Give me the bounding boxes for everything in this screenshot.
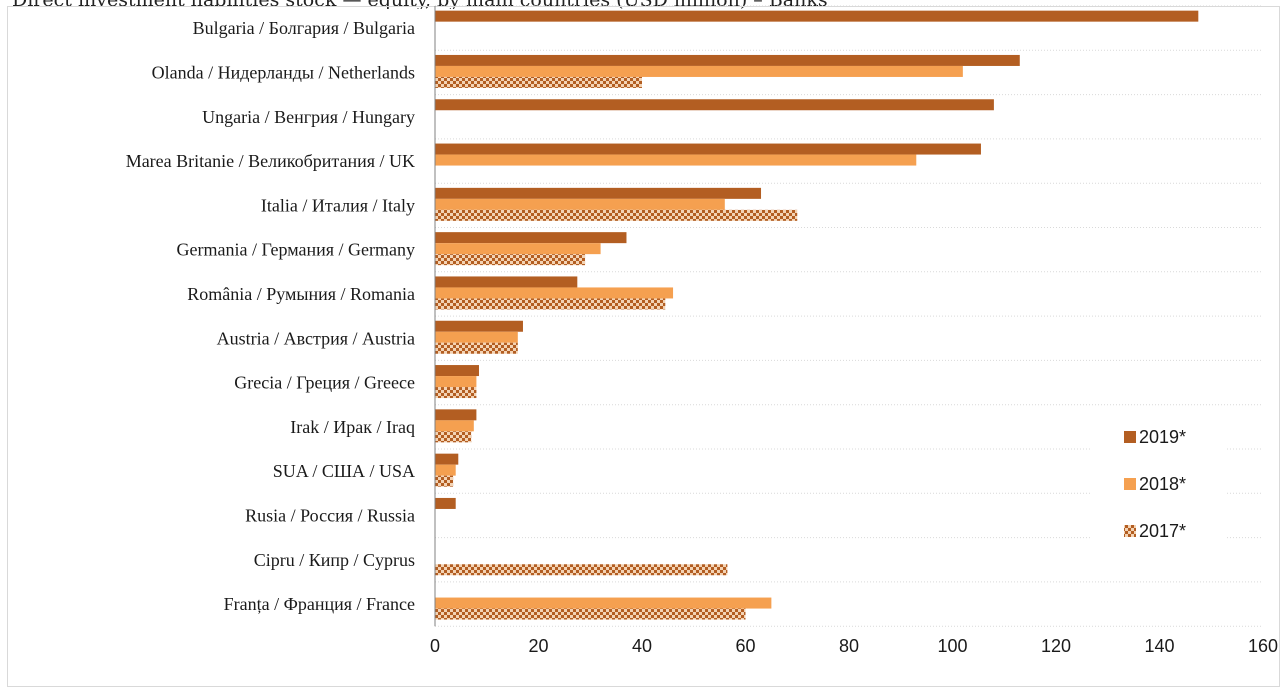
bar-2017-7 <box>435 342 518 354</box>
chart-title: Direct investment liabilities stock — eq… <box>12 0 1288 9</box>
category-label: Rusia / Россия / Russia <box>245 505 415 525</box>
bar-2019-0 <box>435 10 1199 22</box>
legend-swatch-2018 <box>1124 478 1136 490</box>
legend-swatch-2019 <box>1124 431 1136 443</box>
bar-2019-9 <box>435 409 477 421</box>
x-tick-label: 40 <box>632 636 652 656</box>
bar-2017-8 <box>435 387 477 399</box>
legend-swatch-2017 <box>1124 525 1136 537</box>
bar-2019-7 <box>435 320 523 332</box>
x-tick-label: 80 <box>839 636 859 656</box>
bar-2019-2 <box>435 99 994 111</box>
x-tick-label: 60 <box>735 636 755 656</box>
bar-2019-10 <box>435 453 459 465</box>
bar-2018-6 <box>435 287 674 299</box>
bar-2019-4 <box>435 187 762 199</box>
category-label: Ungaria / Венгрия / Hungary <box>202 107 415 127</box>
bar-2017-12 <box>435 564 728 576</box>
category-label: Franța / Франция / France <box>224 594 415 614</box>
category-label: Germania / Германия / Germany <box>177 240 416 260</box>
bar-2019-1 <box>435 54 1020 66</box>
bar-2018-10 <box>435 464 456 476</box>
bar-2019-8 <box>435 365 479 377</box>
bar-2018-9 <box>435 420 474 432</box>
category-label: Italia / Италия / Italy <box>261 195 415 215</box>
bar-2019-3 <box>435 143 981 155</box>
x-tick-label: 120 <box>1041 636 1071 656</box>
x-tick-label: 0 <box>430 636 440 656</box>
bar-2018-4 <box>435 198 725 210</box>
bar-2017-5 <box>435 254 586 266</box>
legend-label: 2017* <box>1139 521 1186 541</box>
bar-2018-3 <box>435 154 917 166</box>
category-label: Cipru / Кипр / Cyprus <box>254 550 415 570</box>
bar-2019-6 <box>435 276 578 288</box>
bar-2017-10 <box>435 475 454 487</box>
category-label: Austria / Австрия / Austria <box>217 328 415 348</box>
bar-2018-1 <box>435 65 963 77</box>
category-label: Irak / Ирак / Iraq <box>290 417 415 437</box>
bar-2017-4 <box>435 209 798 221</box>
bar-2018-8 <box>435 376 477 388</box>
x-tick-label: 160 <box>1248 636 1278 656</box>
bar-2017-1 <box>435 76 642 88</box>
category-label: SUA / США / USA <box>273 461 415 481</box>
legend-box <box>1092 418 1225 552</box>
category-label: Bulgaria / Болгария / Bulgaria <box>193 18 415 38</box>
x-tick-label: 20 <box>528 636 548 656</box>
x-tick-label: 140 <box>1144 636 1174 656</box>
legend-label: 2018* <box>1139 474 1186 494</box>
category-label: Marea Britanie / Великобритания / UK <box>126 151 415 171</box>
category-label: Olanda / Нидерланды / Netherlands <box>152 62 415 82</box>
bar-2018-13 <box>435 597 772 609</box>
bar-2017-13 <box>435 608 746 620</box>
x-tick-label: 100 <box>937 636 967 656</box>
bar-2017-9 <box>435 431 472 443</box>
category-label: Grecia / Греция / Greece <box>234 373 415 393</box>
bar-2019-11 <box>435 497 456 509</box>
bar-2019-5 <box>435 232 627 244</box>
bar-2018-5 <box>435 243 601 255</box>
category-label: România / Румыния / Romania <box>187 284 415 304</box>
legend-label: 2019* <box>1139 427 1186 447</box>
chart-frame <box>7 6 1280 687</box>
bar-2018-7 <box>435 331 518 343</box>
bar-2017-6 <box>435 298 666 310</box>
